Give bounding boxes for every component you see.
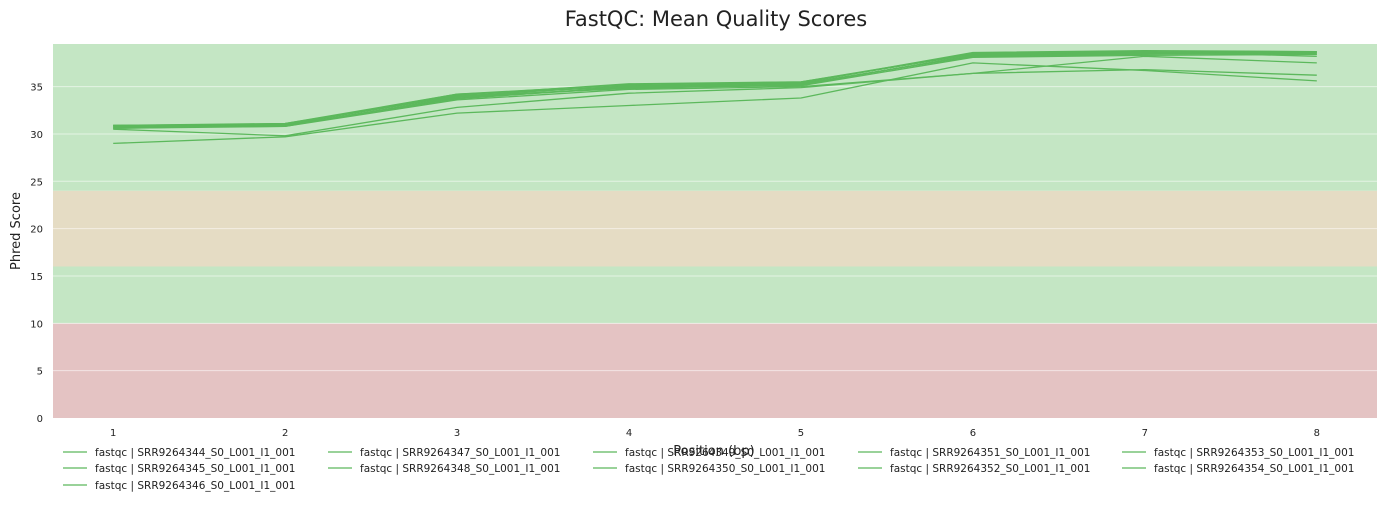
legend-label: fastqc | SRR9264350_S0_L001_I1_001 <box>625 463 825 475</box>
legend-label: fastqc | SRR9264345_S0_L001_I1_001 <box>95 463 295 475</box>
band-1 <box>53 266 1377 324</box>
legend-item[interactable]: fastqc | SRR9264344_S0_L001_I1_001 <box>63 447 295 459</box>
x-axis-label: Position (bp) <box>673 444 754 459</box>
quality-bands <box>53 44 1377 418</box>
y-tick-label: 5 <box>37 367 43 378</box>
legend-item[interactable]: fastqc | SRR9264346_S0_L001_I1_001 <box>63 480 295 492</box>
y-tick-label: 10 <box>30 319 43 330</box>
legend-item[interactable]: fastqc | SRR9264354_S0_L001_I1_001 <box>1122 463 1354 475</box>
y-tick-label: 0 <box>37 414 43 425</box>
x-tick-label: 6 <box>970 428 976 439</box>
x-tick-label: 2 <box>282 428 288 439</box>
series-line-1[interactable] <box>113 68 1317 137</box>
legend-item[interactable]: fastqc | SRR9264353_S0_L001_I1_001 <box>1122 447 1354 459</box>
legend-label: fastqc | SRR9264351_S0_L001_I1_001 <box>890 447 1090 459</box>
legend-item[interactable]: fastqc | SRR9264351_S0_L001_I1_001 <box>858 447 1090 459</box>
y-tick-label: 25 <box>30 177 43 188</box>
series-line-11[interactable] <box>113 53 1317 128</box>
legend-label: fastqc | SRR9264353_S0_L001_I1_001 <box>1154 447 1354 459</box>
legend-label: fastqc | SRR9264346_S0_L001_I1_001 <box>95 480 295 492</box>
x-tick-label: 7 <box>1142 428 1148 439</box>
series-line-10[interactable] <box>113 50 1317 127</box>
x-tick-label: 3 <box>454 428 460 439</box>
x-tick-label: 8 <box>1314 428 1320 439</box>
legend-label: fastqc | SRR9264344_S0_L001_I1_001 <box>95 447 295 459</box>
y-axis-label: Phred Score <box>9 192 24 270</box>
series-lines <box>113 49 1317 145</box>
legend-label: fastqc | SRR9264354_S0_L001_I1_001 <box>1154 463 1354 475</box>
y-axis-ticks: 0 5 10 15 20 25 30 35 <box>30 83 43 425</box>
legend-item[interactable]: fastqc | SRR9264352_S0_L001_I1_001 <box>858 463 1090 475</box>
legend-label: fastqc | SRR9264347_S0_L001_I1_001 <box>360 447 560 459</box>
x-tick-label: 5 <box>798 428 804 439</box>
y-tick-label: 35 <box>30 83 43 94</box>
legend-item[interactable]: fastqc | SRR9264349_S0_L001_I1_001 <box>593 447 825 459</box>
legend-item[interactable]: fastqc | SRR9264350_S0_L001_I1_001 <box>593 463 825 475</box>
chart-title: FastQC: Mean Quality Scores <box>565 7 868 31</box>
x-tick-label: 1 <box>110 428 116 439</box>
legend-item[interactable]: fastqc | SRR9264345_S0_L001_I1_001 <box>63 463 295 475</box>
x-tick-label: 4 <box>626 428 632 439</box>
y-tick-label: 30 <box>30 130 43 141</box>
legend: fastqc | SRR9264344_S0_L001_I1_001fastqc… <box>63 447 1354 492</box>
legend-label: fastqc | SRR9264348_S0_L001_I1_001 <box>360 463 560 475</box>
legend-item[interactable]: fastqc | SRR9264348_S0_L001_I1_001 <box>328 463 560 475</box>
band-3 <box>53 44 1377 191</box>
legend-label: fastqc | SRR9264352_S0_L001_I1_001 <box>890 463 1090 475</box>
legend-item[interactable]: fastqc | SRR9264347_S0_L001_I1_001 <box>328 447 560 459</box>
y-tick-label: 15 <box>30 272 43 283</box>
y-tick-label: 20 <box>30 225 43 236</box>
x-axis-ticks: 1 2 3 4 5 6 7 8 <box>110 428 1320 439</box>
legend-label: fastqc | SRR9264349_S0_L001_I1_001 <box>625 447 825 459</box>
series-line-2[interactable] <box>113 62 1317 145</box>
